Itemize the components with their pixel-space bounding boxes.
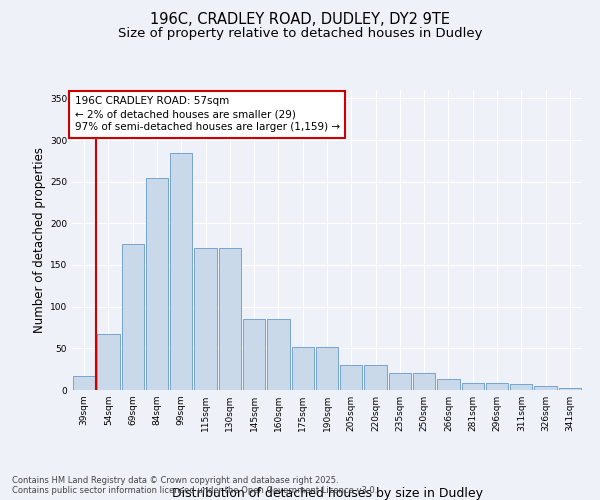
Bar bbox=[535, 386, 557, 390]
Bar bbox=[437, 379, 460, 390]
Text: Size of property relative to detached houses in Dudley: Size of property relative to detached ho… bbox=[118, 28, 482, 40]
Bar bbox=[243, 319, 265, 390]
Bar bbox=[316, 346, 338, 390]
Bar bbox=[146, 178, 168, 390]
Bar bbox=[389, 374, 411, 390]
Bar bbox=[73, 376, 95, 390]
Bar bbox=[559, 388, 581, 390]
Bar bbox=[267, 319, 290, 390]
Bar bbox=[218, 248, 241, 390]
Bar bbox=[364, 365, 387, 390]
Text: Contains HM Land Registry data © Crown copyright and database right 2025.
Contai: Contains HM Land Registry data © Crown c… bbox=[12, 476, 377, 495]
Bar bbox=[486, 382, 508, 390]
Bar bbox=[461, 382, 484, 390]
Text: 196C CRADLEY ROAD: 57sqm
← 2% of detached houses are smaller (29)
97% of semi-de: 196C CRADLEY ROAD: 57sqm ← 2% of detache… bbox=[74, 96, 340, 132]
Bar bbox=[170, 154, 193, 390]
Bar bbox=[413, 374, 436, 390]
Bar bbox=[194, 248, 217, 390]
Bar bbox=[122, 244, 144, 390]
X-axis label: Distribution of detached houses by size in Dudley: Distribution of detached houses by size … bbox=[172, 487, 482, 500]
Bar bbox=[97, 334, 119, 390]
Bar bbox=[292, 346, 314, 390]
Y-axis label: Number of detached properties: Number of detached properties bbox=[33, 147, 46, 333]
Text: 196C, CRADLEY ROAD, DUDLEY, DY2 9TE: 196C, CRADLEY ROAD, DUDLEY, DY2 9TE bbox=[150, 12, 450, 28]
Bar bbox=[510, 384, 532, 390]
Bar bbox=[340, 365, 362, 390]
